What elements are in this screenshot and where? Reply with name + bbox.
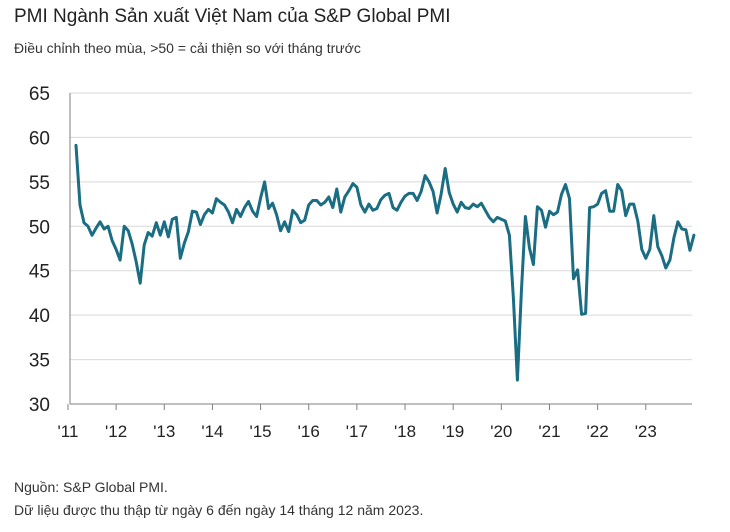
y-tick-label: 40 bbox=[29, 306, 50, 327]
x-tick-label: '12 bbox=[105, 422, 127, 441]
x-tick-label: '20 bbox=[490, 422, 512, 441]
x-axis: '11 '12 '13 '14 '15 '16 '17 '18 '19 '20 '21 '22 '23 bbox=[58, 403, 692, 441]
x-tick-label: '21 bbox=[538, 422, 560, 441]
x-tick-label: '14 bbox=[201, 422, 223, 441]
collection-date-note: Dữ liệu được thu thập từ ngày 6 đến ngày… bbox=[14, 502, 424, 518]
y-tick-label: 30 bbox=[29, 395, 50, 416]
y-tick-label: 55 bbox=[29, 173, 50, 194]
y-tick-label: 45 bbox=[29, 262, 50, 283]
x-tick-label: '18 bbox=[394, 422, 416, 441]
x-tick-label: '17 bbox=[346, 422, 368, 441]
y-tick-label: 60 bbox=[29, 128, 50, 149]
x-tick-label: '15 bbox=[249, 422, 271, 441]
y-tick-label: 50 bbox=[29, 217, 50, 238]
chart-subtitle: Điều chỉnh theo mùa, >50 = cải thiện so … bbox=[14, 40, 361, 56]
source-note: Nguồn: S&P Global PMI. bbox=[14, 479, 168, 495]
x-tick-label: '19 bbox=[442, 422, 464, 441]
x-tick-label: '23 bbox=[635, 422, 657, 441]
x-tick-label: '13 bbox=[153, 422, 175, 441]
chart-title: PMI Ngành Sản xuất Việt Nam của S&P Glob… bbox=[14, 6, 451, 27]
x-tick-label: '22 bbox=[587, 422, 609, 441]
x-tick-label: '11 bbox=[58, 422, 79, 441]
x-tick-label: '16 bbox=[298, 422, 320, 441]
y-tick-label: 35 bbox=[29, 351, 50, 372]
pmi-series-line bbox=[74, 143, 696, 382]
y-tick-label: 65 bbox=[29, 84, 50, 105]
series-group bbox=[74, 143, 696, 382]
y-axis: 30 35 40 45 50 55 60 65 bbox=[29, 84, 71, 416]
